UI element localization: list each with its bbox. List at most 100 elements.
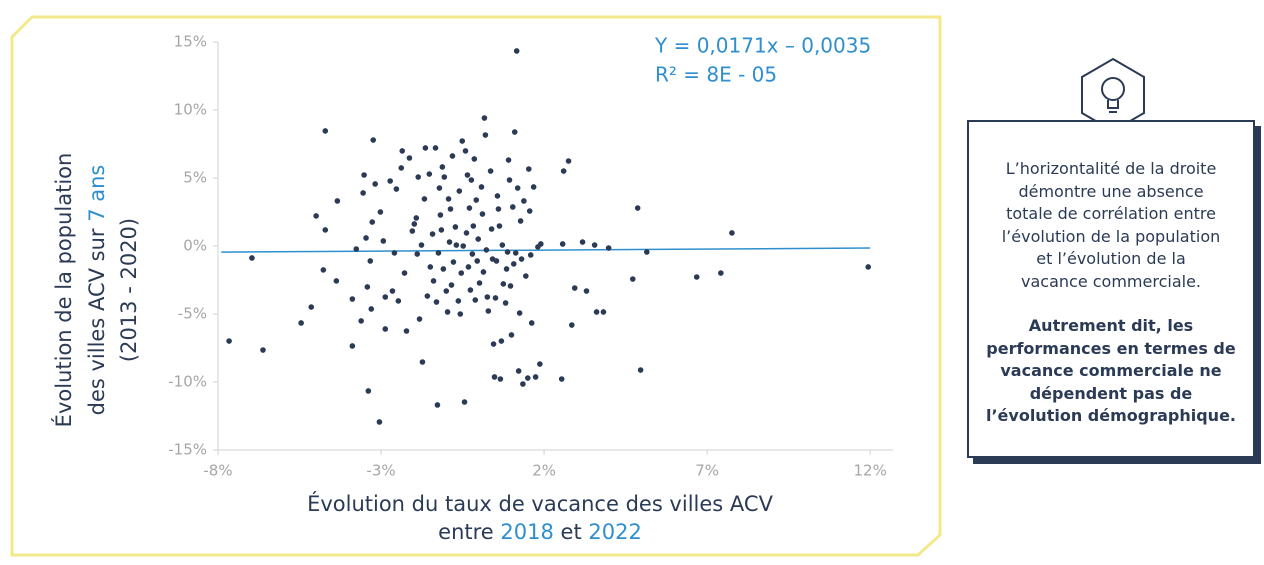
point	[446, 239, 453, 245]
point	[370, 137, 377, 143]
point	[349, 296, 356, 302]
point	[605, 245, 612, 251]
point	[460, 243, 467, 249]
point	[372, 181, 378, 187]
y-tick-label: -5%	[178, 305, 207, 323]
note-line: Autrement dit, les	[1028, 316, 1194, 335]
point	[505, 157, 512, 163]
point	[488, 226, 495, 232]
point	[435, 250, 442, 256]
point	[365, 388, 372, 394]
point	[401, 270, 408, 276]
point	[508, 332, 515, 338]
point	[467, 287, 474, 293]
point	[461, 399, 468, 405]
point	[226, 338, 232, 344]
point	[322, 128, 329, 134]
point	[395, 298, 402, 304]
point	[363, 235, 369, 241]
point	[421, 196, 428, 202]
point	[475, 236, 482, 242]
point	[583, 288, 590, 294]
note-line: l’évolution de la population	[1001, 226, 1221, 246]
point	[558, 376, 565, 382]
point	[484, 294, 491, 300]
point	[361, 172, 367, 178]
point	[525, 166, 532, 172]
point	[440, 266, 447, 272]
point	[455, 298, 462, 304]
point	[469, 251, 476, 257]
note-line: démontre une absence	[1018, 181, 1204, 201]
point	[470, 223, 477, 229]
point	[432, 145, 439, 151]
point	[406, 155, 413, 161]
point	[364, 284, 371, 290]
point	[527, 252, 534, 258]
point	[413, 215, 420, 221]
point	[368, 306, 375, 312]
note-emphasis: Autrement dit, les performances en termes…	[969, 315, 1253, 428]
point	[437, 212, 444, 218]
y-axis-title: Évolution de la population des villes AC…	[51, 153, 141, 428]
point	[298, 320, 304, 326]
point	[393, 186, 400, 192]
x-title-word: entre	[438, 520, 494, 544]
point	[498, 338, 505, 344]
point	[537, 361, 543, 367]
point	[517, 218, 524, 224]
x-title-year: 2018	[500, 520, 553, 544]
point	[515, 368, 522, 374]
point	[523, 273, 529, 279]
point	[456, 188, 463, 194]
point	[496, 223, 503, 229]
point	[452, 224, 459, 230]
point	[444, 309, 451, 315]
point	[398, 165, 405, 171]
point	[600, 309, 607, 315]
point	[507, 283, 514, 289]
point	[521, 198, 527, 204]
point	[322, 227, 329, 233]
x-title-line: entre 2018 et 2022	[438, 520, 642, 544]
point	[865, 264, 872, 270]
point	[459, 138, 466, 144]
x-title-word: et	[561, 520, 582, 544]
point	[495, 206, 502, 212]
point	[414, 251, 421, 257]
point	[377, 209, 384, 215]
point	[409, 228, 416, 234]
y-title-line: (2013 - 2020)	[117, 218, 141, 362]
point	[509, 204, 516, 210]
point	[358, 318, 364, 324]
point	[419, 359, 426, 365]
point	[514, 185, 521, 191]
point	[418, 242, 425, 248]
note-line: dépendent pas de	[1029, 383, 1193, 403]
y-tick-label: -10%	[168, 373, 207, 391]
point	[482, 132, 489, 138]
point	[479, 211, 486, 217]
y-tick-label: 0%	[183, 237, 207, 255]
trendline	[221, 247, 871, 253]
point	[513, 48, 520, 54]
point	[429, 231, 436, 237]
point	[503, 266, 510, 272]
point	[591, 242, 598, 248]
frame	[10, 15, 942, 557]
y-tick-label: -15%	[168, 441, 207, 459]
point	[449, 153, 456, 159]
point	[487, 168, 494, 174]
point	[729, 230, 735, 236]
point	[260, 347, 266, 353]
point	[530, 184, 537, 190]
r-squared: R² = 8E - 05	[655, 63, 777, 87]
point	[718, 270, 724, 276]
point	[462, 148, 469, 154]
point	[538, 241, 544, 247]
point	[465, 264, 472, 270]
point	[464, 172, 471, 178]
point	[389, 288, 396, 294]
point	[480, 269, 487, 275]
